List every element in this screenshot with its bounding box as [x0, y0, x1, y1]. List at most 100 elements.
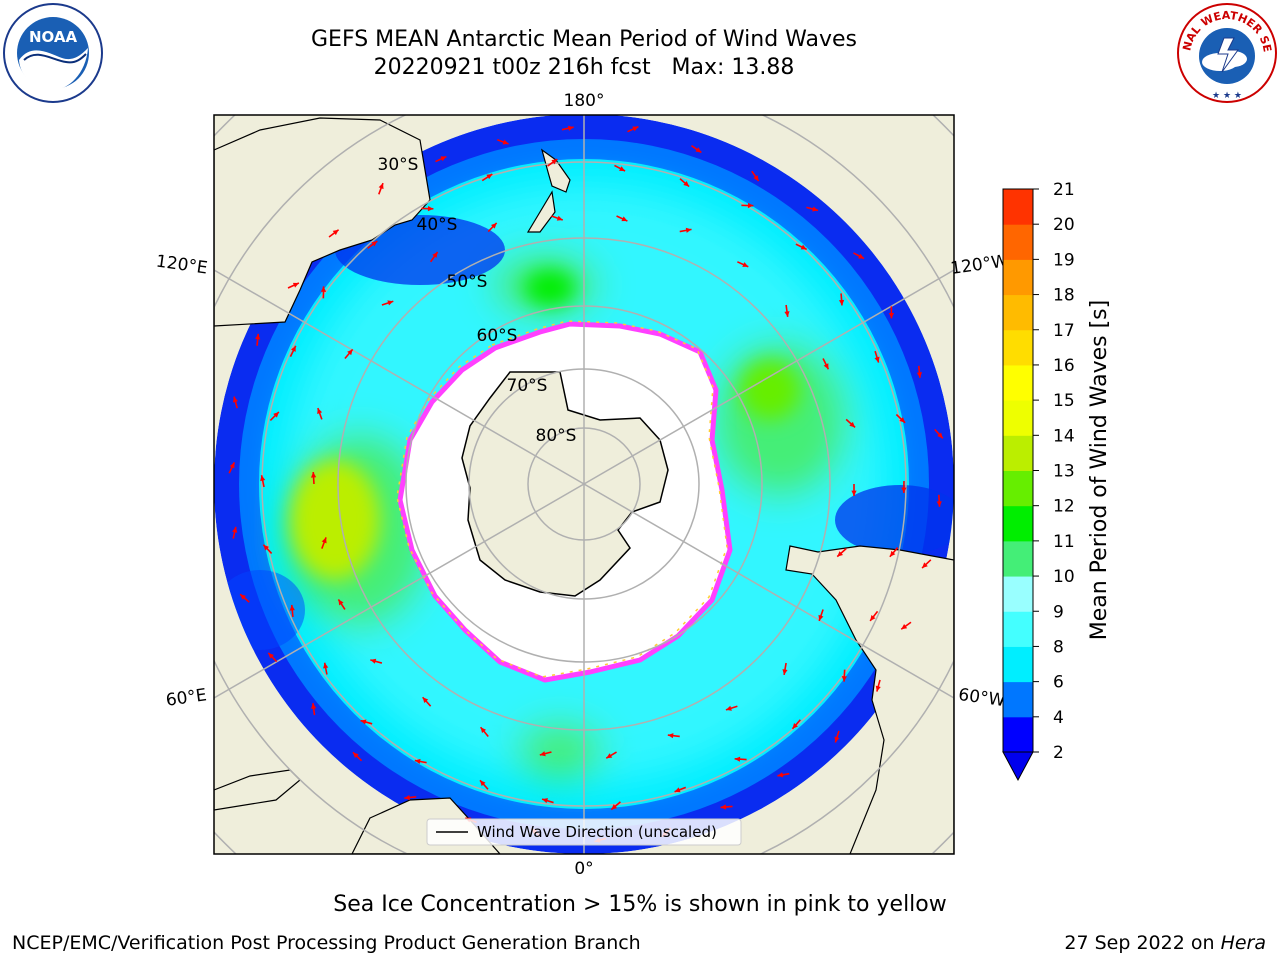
- colorbar-segments: [1003, 189, 1033, 753]
- wind-wave-arrowhead: [874, 356, 880, 363]
- footer-date-text: 27 Sep 2022 on: [1064, 932, 1221, 954]
- footer-date: 27 Sep 2022 on Hera: [1064, 932, 1266, 954]
- colorbar-tick-label: 11: [1053, 532, 1075, 552]
- wind-wave-arrowhead: [480, 727, 487, 734]
- wind-wave-arrowhead: [268, 652, 274, 659]
- colorbar-segment: [1003, 400, 1033, 436]
- wind-wave-arrowhead: [937, 432, 943, 439]
- wind-wave-arrowhead: [378, 183, 384, 190]
- wind-wave-arrowhead: [838, 299, 845, 306]
- wind-wave-arrowhead: [901, 623, 908, 630]
- colorbar-tick-label: 9: [1053, 602, 1064, 622]
- wind-wave-arrowhead: [479, 780, 486, 787]
- colorbar-segment: [1003, 435, 1033, 471]
- lat-label-70s: 70°S: [507, 376, 548, 396]
- wind-wave-arrowhead: [310, 472, 317, 478]
- graticule: [214, 115, 954, 854]
- wind-wave-arrowhead: [858, 253, 865, 259]
- wind-wave-arrowhead: [347, 349, 353, 356]
- wind-wave-arrowhead: [263, 544, 270, 551]
- wind-wave-arrowhead: [792, 723, 798, 729]
- colorbar-label: Mean Period of Wind Waves [s]: [1087, 300, 1112, 640]
- map-legend: Wind Wave Direction (unscaled): [426, 818, 742, 846]
- wind-wave-arrowhead: [899, 417, 906, 423]
- wind-wave-arrowhead: [747, 202, 754, 209]
- colorbar-tick-label: 13: [1053, 462, 1075, 482]
- wind-wave-arrowhead: [360, 719, 367, 725]
- wind-wave-arrowhead: [352, 752, 359, 758]
- wind-wave-arrowhead: [490, 222, 497, 229]
- colorbar-tick-label: 21: [1053, 180, 1075, 200]
- colorbar-tick-label: 14: [1053, 426, 1075, 446]
- svg-text:NOAA: NOAA: [29, 28, 78, 46]
- chart-title: GEFS MEAN Antarctic Mean Period of Wind …: [311, 27, 857, 52]
- wind-wave-arrowhead: [889, 550, 896, 557]
- wind-wave-arrowhead: [621, 216, 628, 222]
- lat-label-60s: 60°S: [477, 326, 518, 346]
- wind-wave-arrowhead: [232, 396, 238, 403]
- legend-label: Wind Wave Direction (unscaled): [477, 823, 717, 841]
- colorbar-segment: [1003, 470, 1033, 507]
- colorbar-segment: [1003, 505, 1033, 542]
- lon-label-top: 180°: [564, 91, 605, 111]
- colorbar-tick-label: 19: [1053, 250, 1075, 270]
- colorbar-tick-label: 2: [1053, 743, 1064, 763]
- wind-wave-arrowhead: [870, 614, 876, 621]
- wind-wave-arrowhead: [232, 526, 238, 533]
- colorbar-segment: [1003, 611, 1033, 647]
- chart-subtitle: 20220921 t00z 216h fcst Max: 13.88: [373, 55, 795, 80]
- wind-wave-arrowhead: [901, 487, 907, 493]
- wind-wave-arrowhead: [922, 562, 928, 569]
- svg-text:★ ★ ★: ★ ★ ★: [1212, 91, 1242, 101]
- wind-wave-arrowhead: [290, 345, 296, 352]
- wind-wave-arrowhead: [812, 206, 819, 212]
- wind-wave-arrowhead: [332, 229, 339, 236]
- colorbar-segment: [1003, 716, 1033, 753]
- wind-wave-arrowhead: [936, 501, 942, 507]
- wind-wave-arrowhead: [432, 251, 438, 258]
- colorbar-tick-label: 15: [1053, 391, 1075, 411]
- wind-wave-arrowhead: [888, 312, 895, 319]
- colorbar-tick-label: 18: [1053, 286, 1075, 306]
- lat-label-50s: 50°S: [447, 272, 488, 292]
- wind-wave-arrowhead: [818, 614, 824, 621]
- wind-wave-arrowhead: [255, 333, 261, 340]
- wind-wave-arrowhead: [542, 798, 548, 804]
- wind-wave-arrowhead: [240, 594, 246, 600]
- wind-wave-arrowhead: [720, 804, 727, 810]
- map-frame: [213, 114, 955, 855]
- wind-wave-arrowhead: [875, 685, 881, 692]
- wind-wave-arrowhead: [619, 166, 626, 172]
- colorbar-tick-label: 10: [1053, 567, 1075, 587]
- wind-wave-arrowhead: [427, 206, 434, 212]
- wind-wave-arrowhead: [632, 126, 639, 132]
- wind-wave-arrowhead: [311, 703, 317, 709]
- wind-wave-arrowhead: [606, 753, 613, 759]
- lat-label-80s: 80°S: [536, 426, 577, 446]
- wind-wave-arrowhead: [674, 787, 681, 793]
- colorbar-ticks: 2 4 6 8 9 10 11 12 13 14 15 16 17 18 19 20 21: [1033, 180, 1075, 763]
- wind-wave-arrowhead: [683, 181, 690, 187]
- sea-ice-caption: Sea Ice Concentration > 15% is shown in …: [333, 892, 947, 917]
- wind-wave-arrowhead: [556, 215, 563, 221]
- wind-wave-arrowhead: [725, 705, 732, 711]
- colorbar-segment: [1003, 224, 1033, 260]
- colorbar-tick-label: 12: [1053, 497, 1075, 517]
- wind-wave-arrowhead: [317, 408, 323, 415]
- colorbar-segment: [1003, 329, 1033, 366]
- wind-wave-arrowhead: [292, 282, 299, 288]
- noaa-logo-icon: NOAA: [3, 3, 103, 103]
- colorbar-segment: [1003, 576, 1033, 612]
- wind-wave-arrowhead: [551, 159, 558, 165]
- wind-wave-arrowhead: [742, 262, 749, 267]
- wind-wave-arrowhead: [685, 227, 692, 233]
- colorbar-segment: [1003, 259, 1033, 296]
- wind-wave-arrowhead: [734, 756, 741, 762]
- wind-wave-arrowhead: [502, 139, 509, 145]
- australia-landmass: [214, 117, 431, 327]
- wind-wave-arrowhead: [800, 244, 807, 250]
- footer-host: Hera: [1220, 932, 1266, 954]
- lat-label-40s: 40°S: [417, 215, 458, 235]
- wind-wave-arrowhead: [370, 658, 377, 664]
